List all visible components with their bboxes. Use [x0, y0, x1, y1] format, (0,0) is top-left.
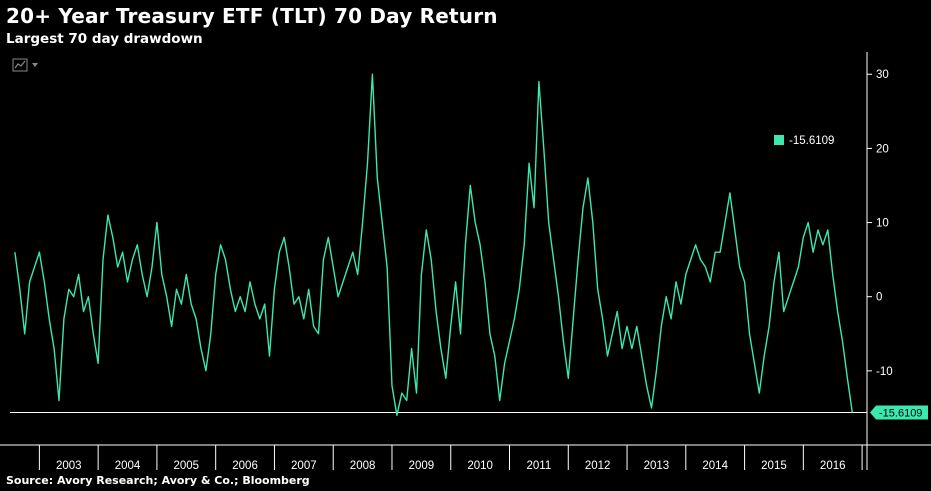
triangle-down-icon: [32, 63, 38, 67]
x-axis: 2003 2004 2005 2006 2007 2008 2009 2010 2011 2012…: [0, 444, 931, 472]
legend-label: -15.6109: [789, 135, 834, 147]
x-tick-label: 2016: [820, 460, 846, 472]
x-tick-label: 2003: [56, 460, 82, 472]
y-tick-label: 10: [876, 218, 889, 230]
y-tick-label: 0: [876, 292, 882, 304]
line-chart-icon: [12, 58, 28, 72]
x-tick-label: 2011: [527, 460, 552, 472]
x-tick-label: 2005: [174, 460, 200, 472]
x-tick-label: 2009: [409, 460, 435, 472]
x-tick-label: 2006: [232, 460, 258, 472]
y-tick-label: 30: [876, 69, 889, 81]
series-line: [14, 73, 853, 416]
x-tick-label: 2012: [585, 460, 611, 472]
x-tick-label: 2015: [761, 460, 787, 472]
y-tick-label: -10: [876, 366, 893, 378]
chart-type-button[interactable]: [12, 58, 42, 72]
chart-subtitle: Largest 70 day drawdown: [6, 31, 203, 47]
source-note: Source: Avory Research; Avory & Co.; Blo…: [6, 474, 310, 487]
x-tick-label: 2014: [702, 460, 728, 472]
x-tick-label: 2004: [115, 460, 141, 472]
y-tick-label: 20: [876, 143, 889, 155]
legend-swatch: [774, 135, 784, 145]
y-axis: 30 20 10 0 -10: [866, 52, 893, 470]
x-tick-label: 2007: [291, 460, 317, 472]
reference-value-label: -15.6109: [879, 407, 922, 419]
x-tick-label: 2008: [350, 460, 376, 472]
x-tick-label: 2010: [467, 460, 493, 472]
chart-title: 20+ Year Treasury ETF (TLT) 70 Day Retur…: [6, 4, 498, 28]
reference-value-tag: -15.6109: [870, 405, 928, 420]
x-tick-label: 2013: [644, 460, 670, 472]
